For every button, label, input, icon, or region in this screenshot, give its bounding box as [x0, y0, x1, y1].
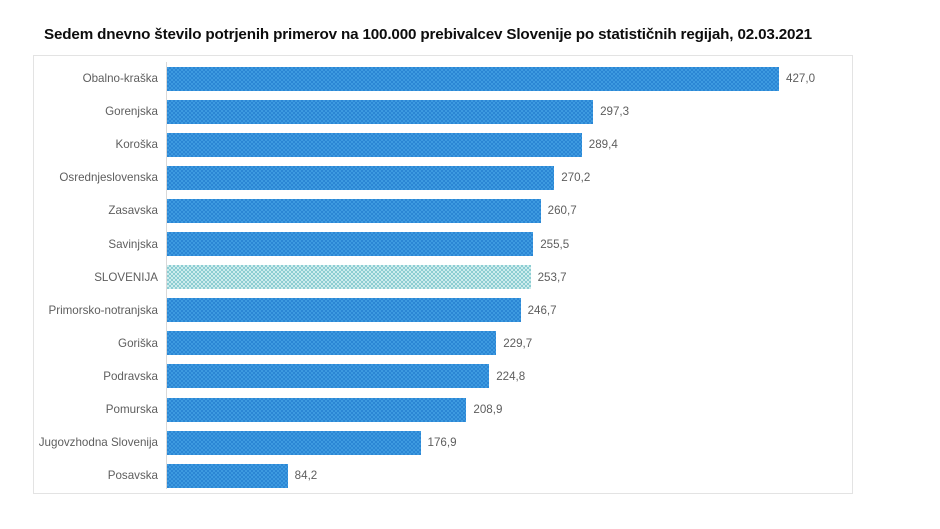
bar-fill — [167, 331, 497, 356]
bar-category-label: Savinjska — [108, 237, 158, 251]
bar-row: Koroška 289,4 — [34, 128, 852, 161]
category-axis-line — [166, 62, 167, 489]
bar-value-label: 176,9 — [427, 436, 457, 450]
bar-row: SLOVENIJA 253,7 — [34, 261, 852, 294]
bar[interactable] — [167, 132, 582, 157]
bar[interactable] — [167, 430, 421, 455]
bar-fill — [167, 165, 555, 190]
bar-category-label: Podravska — [103, 369, 158, 383]
bar-value-label: 289,4 — [588, 138, 618, 152]
bar-row: Zasavska 260,7 — [34, 194, 852, 227]
bar-value-label: 255,5 — [540, 237, 570, 251]
bar-value-label: 208,9 — [473, 403, 503, 416]
bar-fill — [167, 397, 467, 422]
bar-category-label: SLOVENIJA — [94, 270, 158, 284]
bar-category-label: Obalno-kraška — [82, 72, 158, 85]
bar-row: Pomurska 208,9 — [34, 393, 852, 426]
bar[interactable] — [167, 198, 541, 223]
bar-row: Savinjska 255,5 — [34, 228, 852, 261]
bar-row: Osrednjeslovenska 270,2 — [34, 161, 852, 194]
bar-fill-highlight — [167, 265, 531, 290]
bar[interactable] — [167, 397, 467, 422]
bar-row: Jugovzhodna Slovenija 176,9 — [34, 426, 852, 459]
bar-row: Obalno-kraška 427,0 — [34, 62, 852, 95]
bar-row: Posavska 84,2 — [34, 459, 852, 492]
plot-inner: Obalno-kraška 427,0 Gorenjska 297,3 Koroška 2… — [34, 56, 852, 493]
bar-category-label: Pomurska — [105, 403, 158, 416]
bar[interactable] — [167, 463, 288, 488]
bar-category-label: Koroška — [115, 138, 158, 152]
bar-row: Goriška 229,7 — [34, 327, 852, 360]
bar[interactable] — [167, 232, 534, 256]
bar-row: Primorsko-notranjska 246,7 — [34, 294, 852, 327]
bar-value-label: 260,7 — [547, 204, 577, 218]
bar-fill — [167, 99, 594, 124]
bar-value-label: 270,2 — [561, 171, 591, 185]
bar-value-label: 224,8 — [496, 369, 526, 383]
bar-category-label: Gorenjska — [105, 105, 158, 119]
bar-value-label: 84,2 — [294, 469, 318, 483]
bar[interactable] — [167, 99, 594, 124]
bar-fill — [167, 132, 582, 157]
bar-row: Podravska 224,8 — [34, 360, 852, 393]
bar[interactable] — [167, 165, 555, 190]
bar-value-label: 253,7 — [537, 270, 567, 284]
bar-fill — [167, 298, 521, 323]
bar-row: Gorenjska 297,3 — [34, 95, 852, 128]
bar-fill — [167, 430, 421, 455]
bar[interactable] — [167, 265, 531, 290]
bar[interactable] — [167, 66, 779, 91]
bar[interactable] — [167, 298, 521, 323]
bar-category-label: Osrednjeslovenska — [59, 171, 158, 185]
bar-category-label: Primorsko-notranjska — [48, 303, 158, 317]
bar-category-label: Zasavska — [108, 204, 158, 218]
bar-category-label: Posavska — [107, 469, 158, 483]
bar-fill — [167, 66, 779, 91]
chart-title: Sedem dnevno število potrjenih primerov … — [44, 26, 812, 43]
bar-fill — [167, 364, 490, 389]
plot-area: Obalno-kraška 427,0 Gorenjska 297,3 Koroška 2… — [33, 55, 853, 494]
bar-value-label: 246,7 — [527, 303, 557, 317]
bar[interactable] — [167, 331, 497, 356]
bar-value-label: 229,7 — [503, 336, 533, 350]
bar-category-label: Jugovzhodna Slovenija — [38, 436, 158, 450]
bar-value-label: 297,3 — [600, 105, 630, 119]
bar-fill — [167, 198, 541, 223]
bar-value-label: 427,0 — [786, 72, 816, 85]
bar-category-label: Goriška — [118, 336, 158, 350]
bar-fill — [167, 232, 534, 256]
bar-fill — [167, 463, 288, 488]
bar[interactable] — [167, 364, 490, 389]
